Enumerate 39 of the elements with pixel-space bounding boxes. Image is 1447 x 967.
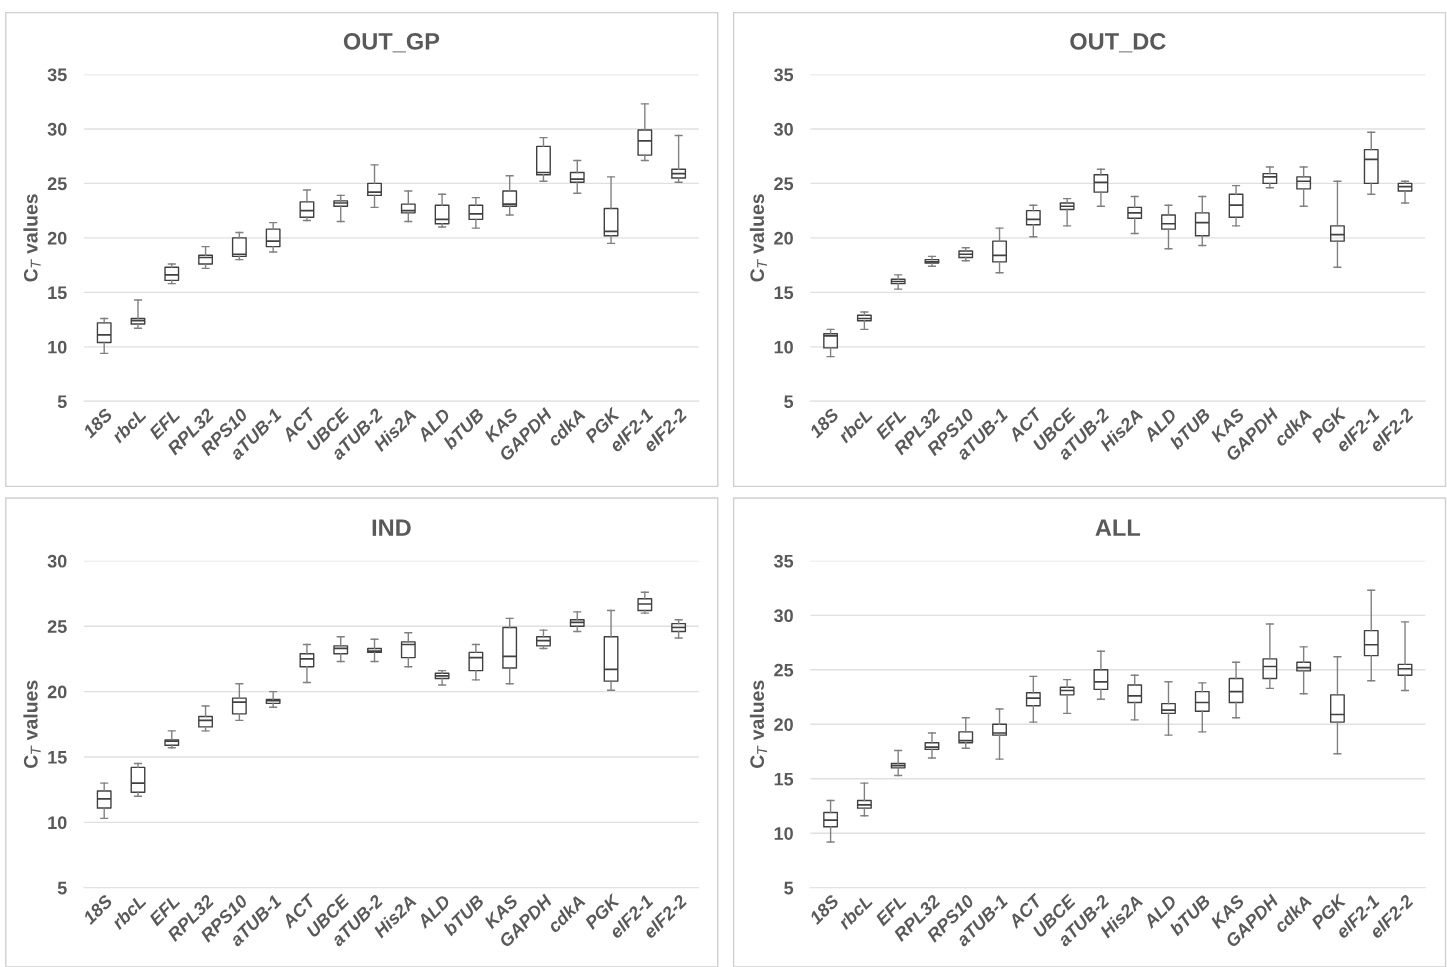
y-tick-label: 5 — [57, 395, 67, 409]
y-tick-label: 10 — [774, 827, 793, 840]
y-tick-label: 15 — [774, 286, 794, 300]
y-axis-title: C$_{T}$ values — [749, 680, 768, 769]
y-tick-label: 30 — [773, 122, 793, 136]
y-tick-label: 30 — [47, 554, 67, 568]
y-tick-label: 20 — [774, 231, 793, 245]
y-tick-label: 15 — [48, 751, 67, 764]
x-tick-label: 18S — [82, 893, 114, 926]
y-tick-label: 15 — [48, 286, 67, 300]
chart-title: OUT_DC — [1070, 32, 1166, 53]
y-tick-label: 30 — [47, 122, 67, 136]
chart-title: ALL — [1095, 519, 1141, 536]
y-tick-label: 15 — [774, 772, 794, 786]
y-tick-label: 10 — [48, 816, 67, 830]
x-tick-label: 18S — [808, 407, 840, 439]
y-axis-title: C$_{T}$ values — [23, 680, 41, 769]
y-tick-label: 25 — [47, 620, 67, 633]
y-tick-label: 5 — [784, 395, 794, 409]
y-tick-label: 20 — [47, 685, 67, 699]
y-tick-label: 20 — [774, 718, 793, 731]
x-tick-label: 18S — [82, 407, 114, 439]
y-tick-label: 25 — [774, 177, 794, 191]
y-tick-label: 20 — [47, 231, 67, 245]
y-tick-label: 5 — [784, 881, 794, 895]
y-axis-title: C$_{T}$ values — [749, 194, 768, 282]
y-tick-label: 25 — [47, 177, 67, 191]
x-tick-label: 18S — [808, 893, 840, 926]
y-tick-label: 10 — [774, 340, 793, 354]
y-tick-label: 35 — [47, 68, 67, 82]
chart-title: OUT_GP — [343, 32, 440, 53]
y-tick-label: 35 — [773, 68, 794, 82]
y-tick-label: 25 — [774, 663, 794, 677]
y-tick-label: 10 — [48, 340, 67, 354]
y-tick-label: 30 — [773, 609, 793, 623]
y-axis-title: C$_{T}$ values — [23, 194, 41, 282]
chart-title: IND — [372, 519, 411, 536]
y-tick-label: 35 — [773, 554, 794, 568]
y-tick-label: 5 — [57, 881, 67, 895]
